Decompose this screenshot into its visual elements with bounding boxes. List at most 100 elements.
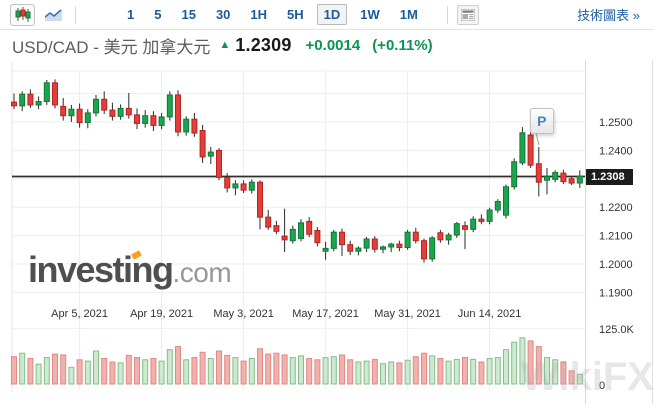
- volume-bar: [207, 357, 214, 385]
- toolbar-divider: [446, 5, 448, 24]
- candle-body: [35, 101, 42, 106]
- technical-chart-link[interactable]: 技術圖表 »: [577, 8, 640, 23]
- volume-bar: [462, 357, 468, 385]
- event-marker-p[interactable]: P: [529, 107, 554, 145]
- volume-bar: [199, 351, 206, 385]
- y-axis-label: 1.2100: [599, 231, 633, 243]
- volume-bar: [380, 363, 386, 385]
- timeframe-group: 1 5 15 30 1H 5H 1D 1W 1M: [117, 4, 428, 25]
- candle-body: [142, 115, 149, 124]
- candlestick-chart-type-button[interactable]: [10, 3, 35, 26]
- timeframe-button-15[interactable]: 15: [174, 4, 202, 25]
- candle-body: [486, 209, 493, 222]
- volume-bar: [150, 357, 157, 385]
- volume-bar: [388, 361, 395, 385]
- candle-body: [527, 134, 534, 166]
- wikifx-watermark: WikiFX: [521, 355, 654, 399]
- candle-body: [265, 216, 272, 228]
- volume-bar: [43, 357, 50, 385]
- volume-bar: [240, 360, 247, 385]
- volume-bar: [109, 361, 116, 385]
- volume-bar: [412, 356, 419, 385]
- volume-bar: [35, 363, 42, 385]
- volume-bar: [125, 354, 132, 385]
- volume-bar: [216, 350, 222, 385]
- volume-bar: [76, 359, 83, 385]
- candle-body: [183, 118, 190, 133]
- volume-bar: [289, 357, 296, 385]
- volume-bar: [257, 348, 263, 385]
- volume-bar: [175, 346, 181, 385]
- candle-body: [76, 108, 83, 124]
- volume-bar: [248, 357, 255, 385]
- candle-body: [511, 161, 518, 188]
- volume-bar: [273, 352, 280, 385]
- volume-bar: [322, 357, 329, 385]
- timeframe-button-5h[interactable]: 5H: [280, 4, 311, 25]
- volume-bar: [281, 354, 288, 385]
- volume-bar: [298, 355, 304, 385]
- toolbar-divider: [75, 5, 76, 24]
- volume-bar: [535, 346, 542, 385]
- timeframe-button-1h[interactable]: 1H: [243, 4, 274, 25]
- volume-bar: [52, 353, 58, 385]
- candle-body: [503, 186, 509, 216]
- volume-bar: [347, 359, 354, 385]
- candle-body: [19, 93, 26, 107]
- candle-body: [101, 98, 108, 111]
- candle-body: [298, 222, 304, 239]
- x-axis-label: May 17, 2021: [292, 308, 359, 320]
- y-axis-label: 1.2500: [599, 117, 633, 129]
- candle-body: [289, 228, 296, 242]
- volume-bar: [363, 360, 370, 385]
- volume-bar: [560, 361, 567, 385]
- timeframe-button-1d[interactable]: 1D: [316, 4, 348, 25]
- candle-body: [445, 234, 452, 241]
- timeframe-button-1w[interactable]: 1W: [353, 4, 387, 25]
- volume-bar: [224, 354, 231, 385]
- candle-body: [248, 181, 255, 191]
- toolbar: 1 5 15 30 1H 5H 1D 1W 1M 技術圖表 »: [0, 0, 654, 30]
- candle-body: [576, 175, 583, 184]
- volume-bar: [19, 352, 26, 385]
- candle-body: [363, 238, 370, 249]
- volume-bar: [93, 350, 99, 385]
- volume-bar: [142, 359, 149, 385]
- timeframe-button-30[interactable]: 30: [209, 4, 237, 25]
- event-marker-label: P: [537, 112, 547, 129]
- volume-bar: [453, 358, 460, 385]
- toolbar-right-icons: [438, 4, 479, 25]
- volume-bar: [117, 362, 124, 385]
- volume-bar: [101, 357, 108, 385]
- y-axis-label: 1.1900: [599, 287, 633, 299]
- volume-bar: [306, 357, 313, 385]
- timeframe-button-5[interactable]: 5: [147, 4, 168, 25]
- timeframe-button-1m[interactable]: 1M: [393, 4, 425, 25]
- candle-body: [207, 151, 214, 157]
- timeframe-button-1[interactable]: 1: [120, 4, 141, 25]
- price-change-percent: (+0.11%): [372, 36, 433, 54]
- volume-bar: [527, 340, 534, 385]
- candle-body: [478, 218, 485, 222]
- volume-bar: [314, 359, 321, 385]
- news-panel-button[interactable]: [456, 4, 479, 25]
- volume-bar: [339, 354, 345, 385]
- candle-body: [306, 220, 313, 235]
- layout-panel-icon: [460, 8, 475, 21]
- candle-body: [117, 107, 124, 117]
- x-axis-label: May 3, 2021: [213, 308, 274, 320]
- candle-body: [314, 229, 321, 244]
- candle-body: [158, 116, 165, 126]
- volume-bar: [265, 353, 272, 385]
- candle-body: [519, 132, 526, 164]
- volume-bar: [68, 366, 75, 385]
- y-axis-label: 1.2200: [599, 202, 633, 214]
- candle-body: [453, 223, 460, 236]
- area-chart-type-button[interactable]: [41, 3, 66, 26]
- candle-body: [330, 231, 337, 249]
- candlestick-icon: [15, 7, 30, 22]
- volume-bar: [11, 356, 17, 385]
- candle-body: [273, 225, 280, 232]
- volume-bar: [503, 349, 509, 385]
